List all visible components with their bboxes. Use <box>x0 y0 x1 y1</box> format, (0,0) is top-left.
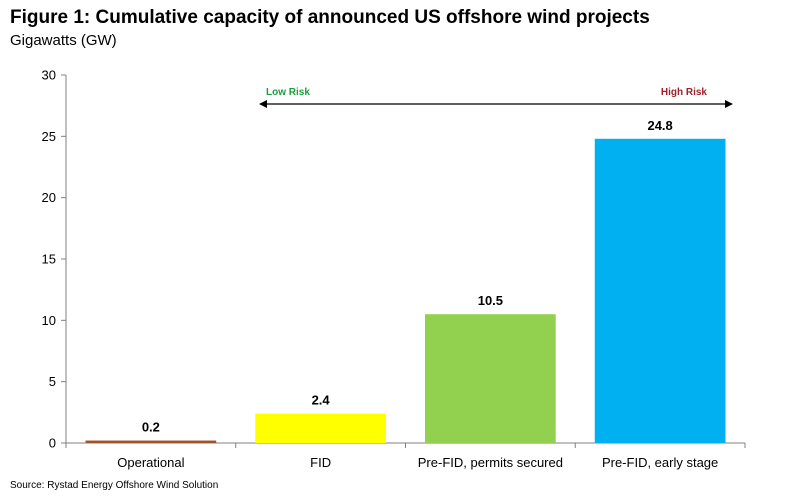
y-tick-label: 15 <box>42 252 56 267</box>
bar <box>85 440 217 443</box>
data-labels: 0.2 2.4 10.5 24.8 <box>142 118 673 435</box>
y-tick-label: 30 <box>42 68 56 83</box>
x-tick-label: Pre-FID, permits secured <box>418 455 563 470</box>
bar <box>255 413 386 443</box>
data-label: 2.4 <box>312 393 331 408</box>
y-axis: 0 5 10 15 20 25 30 <box>42 68 67 451</box>
data-label: 24.8 <box>647 118 672 133</box>
y-tick-label: 25 <box>42 129 56 144</box>
low-risk-label: Low Risk <box>266 87 310 98</box>
y-tick-label: 10 <box>42 313 56 328</box>
risk-annotation: Low Risk High Risk <box>259 87 733 108</box>
x-tick-label: FID <box>310 455 331 470</box>
chart-subtitle: Gigawatts (GW) <box>10 32 117 49</box>
x-tick-label: Operational <box>117 455 184 470</box>
data-label: 0.2 <box>142 420 160 435</box>
x-axis: Operational FID Pre-FID, permits secured Pr… <box>65 442 746 470</box>
chart-title: Figure 1: Cumulative capacity of announc… <box>10 7 650 28</box>
source-note: Source: Rystad Energy Offshore Wind Solu… <box>10 480 219 491</box>
bars <box>85 138 726 443</box>
data-label: 10.5 <box>478 293 503 308</box>
bar <box>594 138 726 443</box>
y-tick-label: 0 <box>49 436 56 451</box>
high-risk-label: High Risk <box>661 87 708 98</box>
x-tick-label: Pre-FID, early stage <box>602 455 718 470</box>
bar <box>425 314 556 443</box>
y-tick-label: 5 <box>49 374 56 389</box>
y-tick-label: 20 <box>42 190 56 205</box>
